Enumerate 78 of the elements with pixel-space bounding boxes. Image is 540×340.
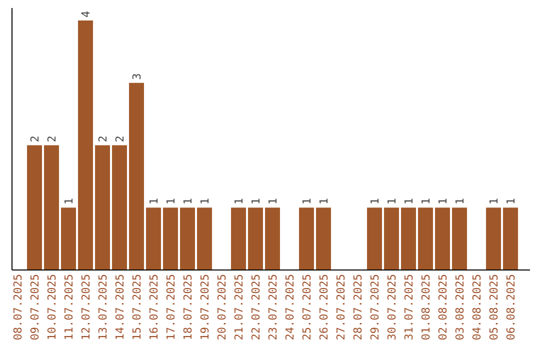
data-label: 2 [28, 136, 42, 142]
data-label: 1 [62, 198, 76, 205]
bar [299, 208, 314, 270]
x-tick-label: 15.07.2025 [130, 274, 144, 340]
data-label: 3 [130, 73, 144, 80]
x-tick-label: 24.07.2025 [284, 274, 296, 340]
data-label: 1 [368, 198, 382, 205]
bar [316, 208, 331, 270]
x-tick-label: 22.07.2025 [250, 274, 262, 340]
x-tick-label: 05.08.2025 [488, 274, 500, 340]
x-tick-label: 16.07.2025 [148, 274, 160, 340]
x-tick-label: 21.07.2025 [232, 274, 246, 340]
bar [367, 208, 382, 270]
data-label: 1 [250, 198, 262, 205]
x-tick-label: 17.07.2025 [164, 274, 178, 340]
data-label: 1 [436, 198, 450, 205]
x-tick-label: 06.08.2025 [504, 274, 518, 340]
data-label: 1 [420, 198, 432, 205]
bar [384, 208, 399, 270]
data-label: 1 [232, 198, 246, 205]
data-label: 1 [266, 198, 280, 205]
x-tick-label: 04.08.2025 [470, 274, 484, 340]
data-label: 1 [198, 198, 212, 205]
data-label: 1 [386, 198, 398, 205]
x-tick-label: 01.08.2025 [420, 274, 432, 340]
bar [129, 82, 144, 270]
data-label: 1 [148, 198, 160, 205]
bar [61, 208, 76, 270]
x-tick-label: 23.07.2025 [266, 274, 280, 340]
bar [248, 208, 263, 270]
x-tick-label: 02.08.2025 [436, 274, 450, 340]
data-label: 2 [46, 136, 58, 142]
x-tick-label: 25.07.2025 [300, 274, 314, 340]
x-tick-label: 26.07.2025 [318, 274, 330, 340]
x-tick-label: 09.07.2025 [28, 274, 42, 340]
x-tick-label: 20.07.2025 [216, 274, 228, 340]
data-label: 1 [402, 198, 416, 205]
x-tick-label: 03.08.2025 [454, 274, 466, 340]
x-tick-label: 31.07.2025 [402, 274, 416, 340]
data-label: 4 [80, 10, 92, 18]
x-tick-label: 27.07.2025 [334, 274, 348, 340]
bar [452, 208, 467, 270]
data-label: 1 [318, 198, 330, 205]
bar [180, 208, 195, 270]
data-label: 1 [504, 198, 518, 205]
bar [146, 208, 161, 270]
data-label: 1 [164, 198, 178, 205]
bar [197, 208, 212, 270]
bar [231, 208, 246, 270]
x-tick-label: 28.07.2025 [352, 274, 364, 340]
bar [78, 20, 93, 270]
bar [265, 208, 280, 270]
data-label: 1 [454, 198, 466, 205]
bar [435, 208, 450, 270]
data-label: 2 [96, 136, 110, 142]
bar [401, 208, 416, 270]
data-label: 1 [488, 198, 500, 205]
bar [95, 145, 110, 270]
x-tick-label: 30.07.2025 [386, 274, 398, 340]
x-tick-label: 19.07.2025 [198, 274, 212, 340]
bar [503, 208, 518, 270]
data-label: 1 [182, 198, 194, 205]
bar [418, 208, 433, 270]
x-tick-label: 11.07.2025 [62, 274, 76, 340]
bar [27, 145, 42, 270]
data-label: 1 [300, 198, 314, 205]
x-tick-label: 13.07.2025 [96, 274, 110, 340]
x-tick-label: 18.07.2025 [182, 274, 194, 340]
x-tick-label: 14.07.2025 [114, 274, 126, 340]
bar [112, 145, 127, 270]
bar [163, 208, 178, 270]
bar [486, 208, 501, 270]
data-label: 2 [114, 136, 126, 142]
bar [44, 145, 59, 270]
x-tick-label: 12.07.2025 [80, 274, 92, 340]
x-tick-label: 29.07.2025 [368, 274, 382, 340]
x-tick-label: 10.07.2025 [46, 274, 58, 340]
x-tick-label: 08.07.2025 [12, 274, 24, 340]
